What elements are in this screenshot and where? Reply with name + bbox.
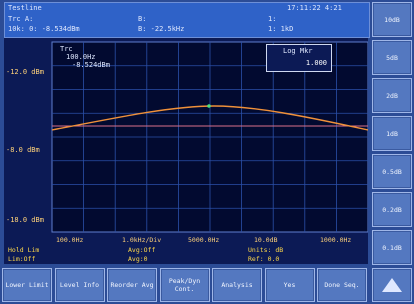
header-field: 1: xyxy=(268,15,276,23)
softkey[interactable]: Done Seq. xyxy=(317,268,367,302)
softkey[interactable]: 2dB xyxy=(372,78,412,113)
header-field: B: -22.5kHz xyxy=(138,25,184,33)
softkey[interactable]: Reorder Avg xyxy=(107,268,157,302)
softkey[interactable]: Lower Limit xyxy=(2,268,52,302)
x-label: 10.0dB xyxy=(254,236,277,244)
softkey[interactable]: 5dB xyxy=(372,40,412,75)
x-label: 5000.0Hz xyxy=(188,236,219,244)
marker-box: Log Mkr 1.000 xyxy=(266,44,332,72)
status-field: Lim:Off xyxy=(8,255,35,263)
softkey[interactable]: Level Info xyxy=(55,268,105,302)
x-label: 1.0kHz/Div xyxy=(122,236,161,244)
status-field: Avg:Off xyxy=(128,246,155,254)
softkey[interactable]: 0.5dB xyxy=(372,154,412,189)
marker-box-title: Log Mkr xyxy=(283,47,313,55)
icon xyxy=(380,276,404,294)
icon-key[interactable] xyxy=(372,268,412,302)
marker xyxy=(207,104,211,108)
marker-readout: -8.524dBm xyxy=(72,61,110,69)
header-field: 1: 1kD xyxy=(268,25,293,33)
softkey[interactable]: Yes xyxy=(265,268,315,302)
marker-readout: Trc xyxy=(60,45,73,53)
marker-box-value: 1.000 xyxy=(306,59,327,67)
y-label: -12.0 dBm xyxy=(6,68,46,76)
marker-readout: 100.0Hz xyxy=(66,53,96,61)
x-label: 100.0Hz xyxy=(56,236,83,244)
status-field: Units: dB xyxy=(248,246,283,254)
header-time: 17:11:22 4:21 xyxy=(287,4,342,12)
softkey[interactable]: 10dB xyxy=(372,2,412,37)
header-title: Testline xyxy=(8,4,42,12)
status-field: Hold Lim xyxy=(8,246,39,254)
header-field: Trc A: xyxy=(8,15,33,23)
softkey[interactable]: Analysis xyxy=(212,268,262,302)
softkey[interactable]: 1dB xyxy=(372,116,412,151)
x-label: 1000.0Hz xyxy=(320,236,351,244)
softkey[interactable]: 0.1dB xyxy=(372,230,412,265)
header-field: 10k: 0: -8.534dBm xyxy=(8,25,80,33)
instrument-screen: Testline 17:11:22 4:21 Trc A: B: 1: 10k: 0:… xyxy=(0,0,414,304)
y-label: -8.0 dBm xyxy=(6,146,46,154)
softkey[interactable]: 0.2dB xyxy=(372,192,412,227)
y-label: -18.0 dBm xyxy=(6,216,46,224)
softkey[interactable]: Peak/Dyn Cont. xyxy=(160,268,210,302)
status-field: Avg:0 xyxy=(128,255,148,263)
status-field: Ref: 0.0 xyxy=(248,255,279,263)
header-bar: Testline 17:11:22 4:21 Trc A: B: 1: 10k: 0:… xyxy=(4,2,370,38)
header-field: B: xyxy=(138,15,146,23)
